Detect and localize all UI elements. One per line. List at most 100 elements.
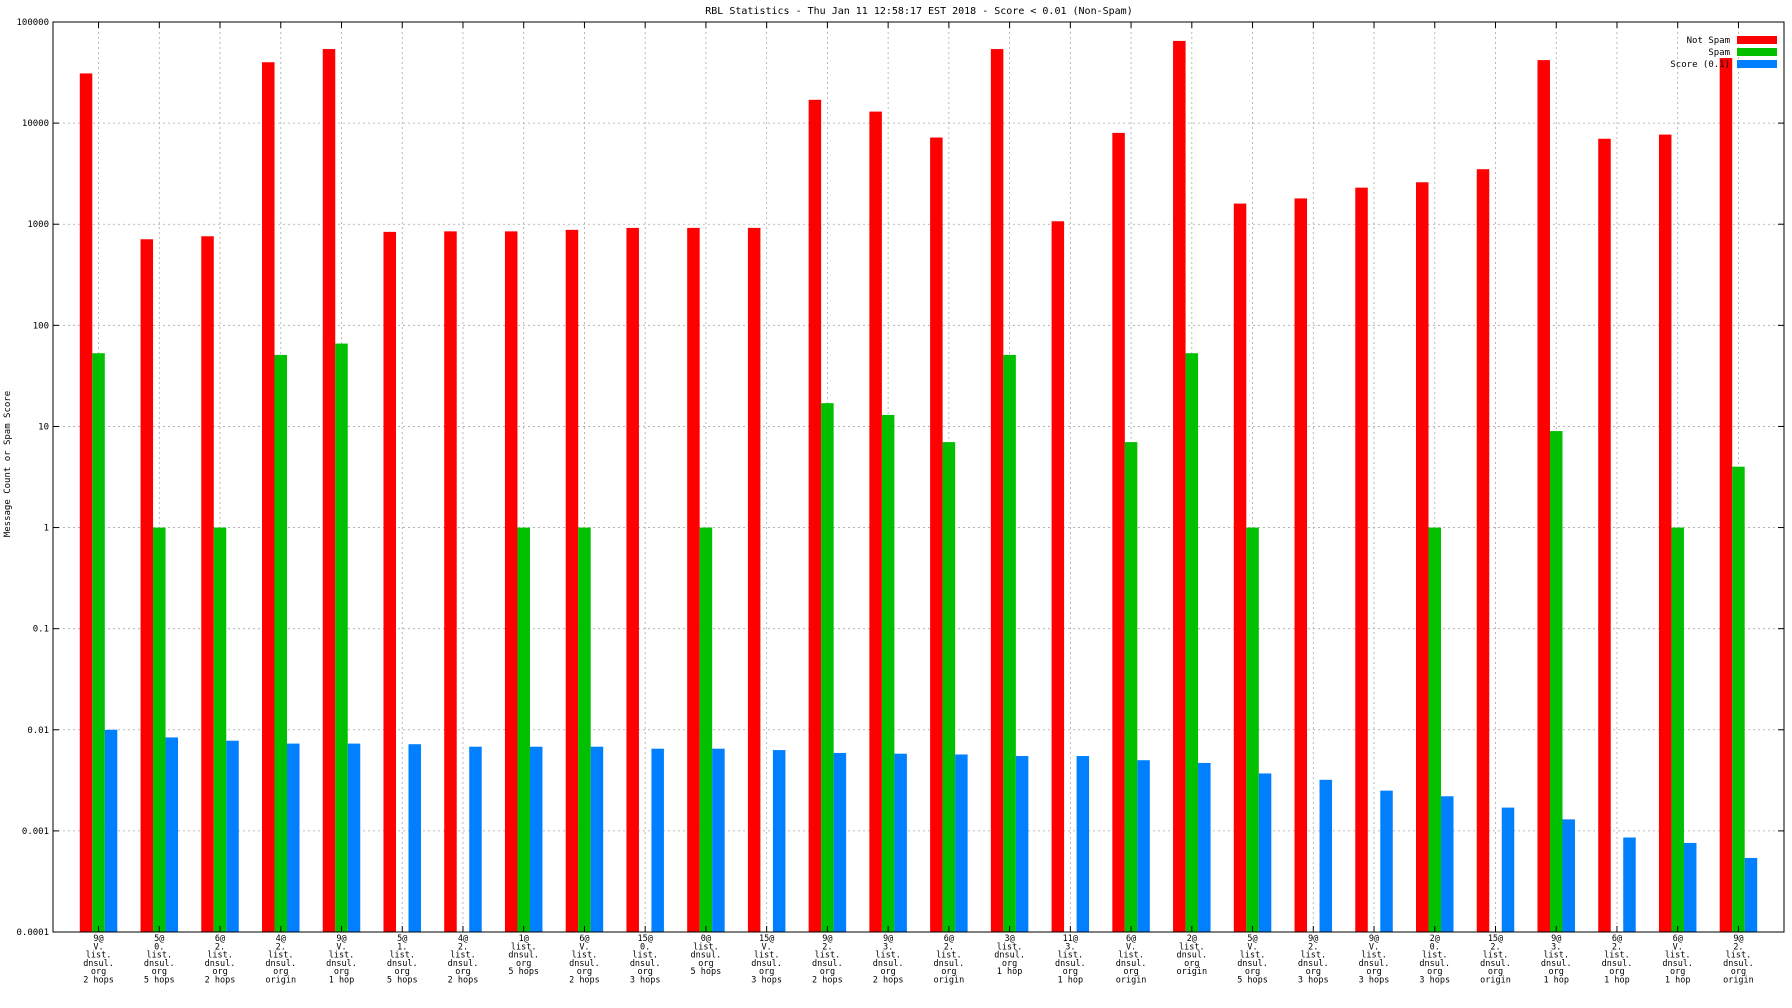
- x-tick-label: org: [1427, 967, 1442, 977]
- x-tick-label: org: [880, 967, 895, 977]
- x-tick-label: origin: [1723, 976, 1754, 986]
- x-tick-label: dnsul.: [205, 959, 236, 969]
- x-tick-label: 4@: [276, 934, 286, 944]
- x-tick-label: list.: [1300, 951, 1326, 961]
- x-tick-label: 1 hop: [1665, 976, 1691, 986]
- x-tick-label: dnsul.: [1237, 959, 1268, 969]
- x-tick-label: 15@: [759, 934, 774, 944]
- x-tick-label: 9@: [822, 934, 832, 944]
- bar-spam: [881, 414, 895, 933]
- x-tick-label: list.: [389, 951, 415, 961]
- x-tick-label: 2 hops: [569, 976, 600, 986]
- x-tick-label: 3@: [1004, 934, 1014, 944]
- x-tick-label: org: [1488, 967, 1503, 977]
- x-tick-label: dnsul.: [1359, 959, 1390, 969]
- bar-score-0-1: [651, 748, 664, 932]
- x-tick-label: 0.: [1430, 942, 1440, 952]
- x-tick-label: dnsul.: [1662, 959, 1693, 969]
- x-tick-label: 2 hops: [83, 976, 114, 986]
- x-tick-label: dnsul.: [1055, 959, 1086, 969]
- x-tick-label: org: [1670, 967, 1685, 977]
- bar-spam: [578, 527, 591, 932]
- x-tick-label: list.: [1665, 951, 1691, 961]
- x-tick-label: 15@: [1488, 934, 1503, 944]
- x-tick-label: dnsul.: [387, 959, 418, 969]
- x-tick-label: org: [455, 967, 470, 977]
- x-tick-label: list.: [1179, 942, 1205, 952]
- x-tick-label: dnsul.: [1541, 959, 1572, 969]
- x-tick-label: org: [91, 967, 106, 977]
- bar-score-0-1: [408, 744, 421, 932]
- x-tick-label: dnsul.: [265, 959, 296, 969]
- x-tick-label: 5 hops: [508, 967, 539, 977]
- x-tick-label: 6@: [1612, 934, 1622, 944]
- x-tick-label: dnsul.: [1602, 959, 1633, 969]
- x-tick-label: V.: [1126, 942, 1136, 952]
- x-tick-label: origin: [1116, 976, 1147, 986]
- x-tick-label: 6@: [1126, 934, 1136, 944]
- bar-not-spam: [565, 229, 579, 933]
- bar-not-spam: [1719, 58, 1733, 932]
- bar-spam: [1003, 354, 1016, 932]
- x-tick-label: list.: [1543, 951, 1569, 961]
- bar-spam: [1246, 527, 1259, 932]
- y-tick-label: 0.0001: [16, 928, 49, 938]
- bar-score-0-1: [894, 753, 907, 932]
- x-tick-label: dnsul.: [1298, 959, 1329, 969]
- x-tick-label: 1 hop: [1058, 976, 1084, 986]
- x-tick-label: dnsul.: [1419, 959, 1450, 969]
- bar-score-0-1: [287, 743, 300, 932]
- x-tick-label: 5 hops: [691, 967, 722, 977]
- bar-not-spam: [1416, 182, 1429, 933]
- x-tick-label: 0.: [640, 942, 650, 952]
- x-tick-label: origin: [1176, 967, 1207, 977]
- x-tick-label: 1 hop: [1604, 976, 1630, 986]
- bar-not-spam: [869, 111, 882, 933]
- x-tick-label: V.: [762, 942, 772, 952]
- x-tick-label: list.: [268, 951, 294, 961]
- bar-score-0-1: [1562, 819, 1575, 932]
- x-tick-label: 3.: [1551, 942, 1561, 952]
- x-tick-label: 0@: [701, 934, 711, 944]
- bar-score-0-1: [1015, 756, 1029, 932]
- bar-not-spam: [990, 49, 1004, 932]
- x-tick-label: dnsul.: [934, 959, 965, 969]
- bar-spam: [942, 442, 956, 932]
- bar-not-spam: [1173, 40, 1186, 932]
- x-tick-label: 2.: [276, 942, 286, 952]
- x-tick-label: 0.: [154, 942, 164, 952]
- x-tick-label: 9@: [883, 934, 893, 944]
- x-tick-label: 3 hops: [1298, 976, 1329, 986]
- bar-not-spam: [504, 231, 518, 932]
- x-tick-label: list.: [1361, 951, 1387, 961]
- x-tick-label: V.: [1673, 942, 1683, 952]
- plot-frame: [52, 21, 1785, 933]
- x-tick-label: dnsul.: [508, 951, 539, 961]
- x-tick-label: org: [1609, 967, 1624, 977]
- x-tick-label: dnsul.: [1116, 959, 1147, 969]
- x-tick-label: 9@: [93, 934, 103, 944]
- x-tick-label: list.: [572, 951, 598, 961]
- x-tick-label: 3 hops: [1359, 976, 1390, 986]
- x-tick-label: org: [638, 967, 653, 977]
- x-tick-label: V.: [579, 942, 589, 952]
- bar-not-spam: [1355, 187, 1368, 932]
- x-tick-label: list.: [1726, 951, 1752, 961]
- x-tick-label: org: [273, 967, 288, 977]
- bar-spam: [1428, 527, 1442, 932]
- bar-not-spam: [1051, 221, 1065, 932]
- x-tick-label: 3.: [883, 942, 893, 952]
- x-tick-label: dnsul.: [994, 951, 1025, 961]
- x-tick-label: V.: [336, 942, 346, 952]
- bar-not-spam: [1537, 60, 1550, 932]
- bar-not-spam: [747, 227, 761, 933]
- y-tick-label: 0.1: [33, 625, 49, 635]
- x-tick-label: org: [759, 967, 774, 977]
- bar-not-spam: [140, 239, 154, 932]
- x-tick-label: list.: [1118, 951, 1144, 961]
- x-tick-label: dnsul.: [1176, 951, 1207, 961]
- y-tick-label: 100000: [16, 18, 49, 28]
- x-tick-label: 2.: [1612, 942, 1622, 952]
- bar-spam: [335, 343, 348, 932]
- x-tick-label: 3.: [1065, 942, 1075, 952]
